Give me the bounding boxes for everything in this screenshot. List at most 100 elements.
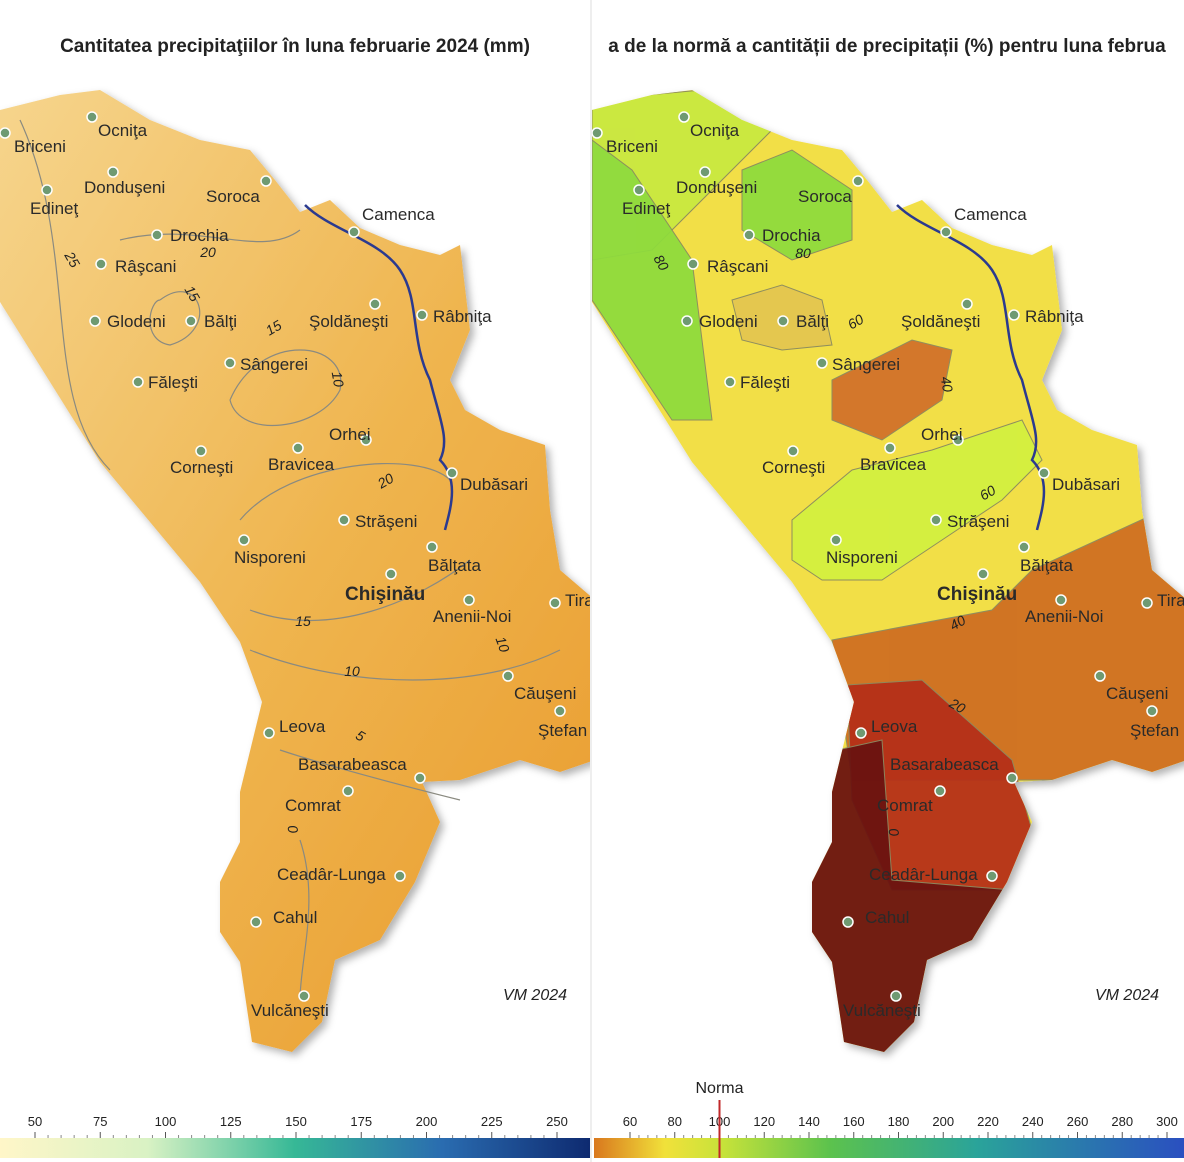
panel-title: a de la normă a cantității de precipitaț… (608, 36, 1166, 57)
city-dot (977, 568, 989, 580)
city-label: Ceadâr-Lunga (277, 865, 386, 884)
city-dot (743, 229, 755, 241)
city-dot (1018, 541, 1030, 553)
legend-tick-label: 200 (932, 1114, 954, 1129)
city-dot (348, 226, 360, 238)
city-label: Sângerei (240, 355, 308, 374)
city-dot (724, 376, 736, 388)
city-dot (292, 442, 304, 454)
city-dot (930, 514, 942, 526)
city-dot (263, 727, 275, 739)
city-label: Râşcani (115, 257, 176, 276)
city-dot (385, 568, 397, 580)
city-label: Camenca (362, 205, 435, 224)
city-label: Nisporeni (234, 548, 306, 567)
city-label: Râşcani (707, 257, 768, 276)
city-label: Donduşeni (84, 178, 165, 197)
city-label: Ocniţa (690, 121, 740, 140)
contour-label: 40 (947, 612, 969, 634)
contour (229, 349, 342, 426)
city-dot (260, 175, 272, 187)
city-label: Ocniţa (98, 121, 148, 140)
city-label: Orhei (329, 425, 371, 444)
city-dot (592, 127, 603, 139)
contour-label: 20 (374, 470, 397, 492)
city-label: Drochia (170, 226, 229, 245)
legends: 5075100125150175200225250608010012014016… (0, 1080, 1184, 1158)
contour (119, 229, 301, 243)
city-label: Sângerei (832, 355, 900, 374)
city-label: Camenca (954, 205, 1027, 224)
city-label: Bălţata (428, 556, 481, 575)
city-label: Dubăsari (1052, 475, 1120, 494)
contour (299, 839, 310, 1001)
city-label: Ştefan (538, 721, 587, 740)
legend-tick-label: 250 (546, 1114, 568, 1129)
city-dot (777, 315, 789, 327)
legend-tick-label: 140 (798, 1114, 820, 1129)
city-label: Căuşeni (1106, 684, 1168, 703)
contour-label: 15 (263, 317, 285, 339)
city-label: Bravicea (860, 455, 927, 474)
zone (592, 139, 713, 421)
city-dot (549, 597, 561, 609)
city-dot (633, 184, 645, 196)
city-dot (41, 184, 53, 196)
city-dot (952, 434, 964, 446)
city-label: Orhei (921, 425, 963, 444)
city-dot (842, 916, 854, 928)
city-dot (185, 315, 197, 327)
city-label: Bălţata (1020, 556, 1073, 575)
city-label: Tira (565, 591, 594, 610)
city-label: Străşeni (947, 512, 1009, 531)
city-dot (1141, 597, 1153, 609)
city-dot (681, 315, 693, 327)
contour (19, 119, 111, 471)
city-label: Anenii-Noi (433, 607, 511, 626)
city-dot (699, 166, 711, 178)
city-dot (298, 990, 310, 1002)
contour-label: 10 (329, 370, 347, 388)
city-dot (224, 357, 236, 369)
legend-tick-label: 80 (668, 1114, 682, 1129)
city-label: Şoldăneşti (309, 312, 388, 331)
city-label: Chişinău (345, 584, 425, 605)
city-dot (1008, 309, 1020, 321)
contour-label: 10 (344, 663, 360, 679)
city-dot (816, 357, 828, 369)
city-dot (687, 258, 699, 270)
country-shape (0, 90, 590, 1052)
contour (249, 559, 471, 622)
city-dot (463, 594, 475, 606)
city-dot (678, 111, 690, 123)
city-label: Bălţi (204, 312, 237, 331)
contour-label: 0 (284, 824, 301, 835)
contour-label: 60 (977, 482, 999, 504)
city-label: Soroca (798, 187, 852, 206)
city-label: Chişinău (937, 584, 1017, 605)
city-dot (787, 445, 799, 457)
legend-tick-label: 240 (1022, 1114, 1044, 1129)
city-dot (414, 772, 426, 784)
panel-left: Cantitatea precipitaţiilor în luna febru… (0, 36, 594, 1052)
city-dot (830, 534, 842, 546)
legend-tick-label: 175 (350, 1114, 372, 1129)
city-dot (1006, 772, 1018, 784)
city-label: Vulcăneşti (251, 1001, 329, 1020)
city-label: Comrat (285, 796, 341, 815)
legend-tick-label: 200 (416, 1114, 438, 1129)
city-label: Edineţ (30, 199, 78, 218)
norm-label: Norma (695, 1080, 743, 1097)
city-dot (502, 670, 514, 682)
city-label: Ceadâr-Lunga (869, 865, 978, 884)
city-label: Corneşti (762, 458, 825, 477)
city-label: Glodeni (699, 312, 758, 331)
legend-tick-label: 180 (888, 1114, 910, 1129)
city-dot (1146, 705, 1158, 717)
legend-tick-label: 100 (155, 1114, 177, 1129)
colorbar (594, 1138, 1184, 1158)
city-label: Comrat (877, 796, 933, 815)
contour-label: 20 (199, 244, 216, 260)
city-dot (151, 229, 163, 241)
city-label: Străşeni (355, 512, 417, 531)
